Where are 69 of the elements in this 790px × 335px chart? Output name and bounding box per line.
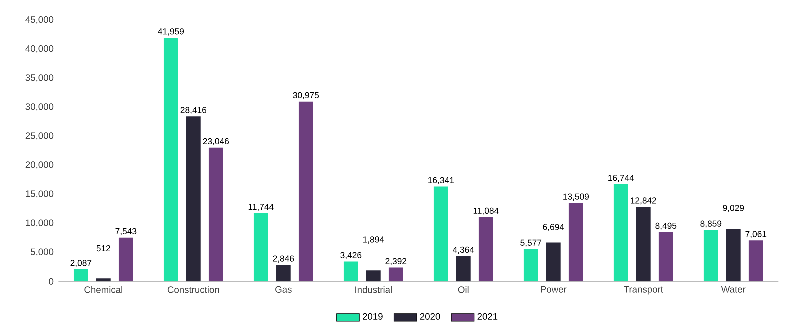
data-label: 6,694 xyxy=(543,224,564,232)
data-label: 2,846 xyxy=(273,256,294,263)
y-tick-label: 45,000 xyxy=(26,16,54,24)
y-tick-label: 40,000 xyxy=(26,46,54,54)
bar xyxy=(74,270,88,282)
data-label: 41,959 xyxy=(158,28,184,36)
bar xyxy=(568,203,584,282)
bar xyxy=(96,278,111,282)
bar xyxy=(118,238,134,282)
bar xyxy=(704,230,718,282)
bar xyxy=(748,240,764,282)
bar xyxy=(298,102,314,282)
x-tick-label: Gas xyxy=(276,286,292,293)
bar xyxy=(524,249,538,282)
y-tick-label: 5,000 xyxy=(30,248,54,256)
data-label: 8,859 xyxy=(700,220,722,228)
data-label: 9,029 xyxy=(723,205,744,212)
data-label: 512 xyxy=(96,245,110,252)
y-tick-label: 0 xyxy=(49,278,54,285)
data-label: 30,975 xyxy=(293,92,320,100)
bar xyxy=(388,268,404,282)
data-label: 23,046 xyxy=(203,138,230,146)
bar xyxy=(164,38,178,282)
data-label: 28,416 xyxy=(180,107,207,114)
bar xyxy=(254,213,268,282)
bar xyxy=(478,217,494,282)
data-label: 11,744 xyxy=(248,204,274,212)
data-label: 2,392 xyxy=(386,258,407,266)
x-tick-label: Industrial xyxy=(356,286,392,294)
bar xyxy=(726,229,741,282)
x-tick-label: Power xyxy=(541,286,567,293)
x-tick-label: Oil xyxy=(458,286,469,294)
data-label: 16,341 xyxy=(428,177,454,184)
bar xyxy=(186,116,201,282)
bar xyxy=(546,242,561,282)
y-tick-label: 30,000 xyxy=(26,104,54,112)
data-label: 7,543 xyxy=(116,228,137,236)
legend-label: 2020 xyxy=(420,313,440,320)
y-tick-label: 10,000 xyxy=(26,220,54,228)
bar xyxy=(614,184,628,282)
y-tick-label: 25,000 xyxy=(26,132,54,140)
data-label: 7,061 xyxy=(746,231,767,238)
bar xyxy=(208,148,224,282)
bar xyxy=(344,262,358,282)
bar xyxy=(434,186,448,282)
bar xyxy=(636,207,651,282)
bar xyxy=(366,270,381,282)
y-tick-label: 20,000 xyxy=(26,162,54,170)
bar xyxy=(658,232,674,282)
data-label: 8,495 xyxy=(656,222,677,230)
data-label: 11,084 xyxy=(474,208,499,216)
x-tick-label: Chemical xyxy=(84,286,122,294)
data-label: 13,509 xyxy=(564,194,589,201)
data-label: 5,577 xyxy=(520,240,542,247)
data-label: 2,087 xyxy=(70,260,92,268)
data-label: 1,894 xyxy=(363,236,384,244)
y-tick-label: 35,000 xyxy=(26,74,54,82)
data-label: 12,842 xyxy=(631,198,656,205)
x-tick-label: Construction xyxy=(168,286,220,294)
y-tick-label: 15,000 xyxy=(26,190,54,198)
legend-label: 2019 xyxy=(362,313,383,320)
data-label: 3,426 xyxy=(340,252,362,260)
data-label: 4,364 xyxy=(453,246,474,254)
data-label: 16,744 xyxy=(608,175,634,182)
bar xyxy=(456,256,471,282)
bar xyxy=(276,265,291,282)
x-tick-label: Transport xyxy=(624,286,664,295)
legend-label: 2021 xyxy=(478,313,498,320)
x-tick-label: Water xyxy=(721,286,746,293)
